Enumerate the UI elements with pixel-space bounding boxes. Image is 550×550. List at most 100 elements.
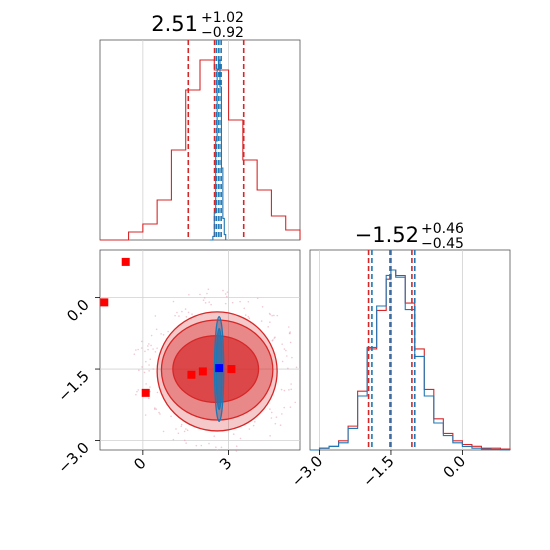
sample-point xyxy=(269,435,271,437)
sample-point xyxy=(274,336,276,338)
sample-point xyxy=(140,340,143,343)
sample-point xyxy=(159,413,161,415)
sample-point xyxy=(210,303,212,306)
sample-point xyxy=(181,310,183,313)
sample-point xyxy=(175,428,177,430)
sample-point xyxy=(180,425,183,428)
sample-point xyxy=(204,302,207,304)
marginal-y-title-main: −1.52 xyxy=(355,223,419,247)
sample-point xyxy=(273,314,275,317)
marginal-y-panel: −3.0 −1.5 0.0 −1.52 +0.46 −0.45 xyxy=(288,221,511,491)
sample-point xyxy=(162,430,165,433)
sample-point xyxy=(148,364,150,366)
sample-point xyxy=(155,328,158,331)
joint-x-tick-label: 0 xyxy=(130,454,149,473)
x-tick-label: 0.0 xyxy=(440,452,470,482)
sample-point xyxy=(291,356,293,359)
joint-x-tick-label: 3 xyxy=(216,454,235,473)
sample-point xyxy=(272,339,274,341)
sample-point xyxy=(185,428,187,430)
sample-point xyxy=(286,355,288,357)
sample-point xyxy=(285,349,287,352)
sample-point xyxy=(149,386,151,388)
red-marker-4 xyxy=(198,367,207,376)
sample-point xyxy=(235,445,238,448)
marginal-x-title-minus: −0.92 xyxy=(201,25,244,41)
sample-point xyxy=(180,423,183,426)
sample-point xyxy=(141,366,143,368)
sample-point xyxy=(135,393,137,396)
sample-point xyxy=(156,391,159,394)
sample-point xyxy=(232,433,235,435)
marginal-y-frame xyxy=(309,249,511,451)
sample-point xyxy=(281,343,283,345)
sample-point xyxy=(145,360,147,363)
histogram-series-1 xyxy=(310,269,511,451)
sample-point xyxy=(281,413,283,415)
sample-point xyxy=(283,348,286,350)
sample-point xyxy=(195,444,198,447)
histogram-series-0 xyxy=(310,269,511,451)
sample-point xyxy=(152,368,154,370)
sample-point xyxy=(235,450,238,452)
sample-point xyxy=(289,331,291,333)
sample-point xyxy=(135,349,137,351)
sample-point xyxy=(290,388,293,391)
sample-point xyxy=(226,291,229,293)
sample-point xyxy=(207,288,210,291)
sample-point xyxy=(150,344,152,347)
sample-point xyxy=(170,415,172,418)
sample-point xyxy=(153,408,156,410)
sample-point xyxy=(149,358,152,360)
sample-point xyxy=(256,297,259,300)
red-marker-1 xyxy=(121,257,130,266)
sample-point xyxy=(147,348,149,351)
histogram-series-0 xyxy=(100,59,301,241)
sample-point xyxy=(270,411,273,414)
sample-point xyxy=(160,333,162,335)
sample-point xyxy=(185,442,187,444)
blue-marker-0 xyxy=(215,364,224,373)
sample-point xyxy=(274,422,277,425)
sample-point xyxy=(202,299,205,301)
marginal-x-panel: 2.51 +1.02 −0.92 xyxy=(99,10,301,241)
sample-point xyxy=(287,367,289,370)
sample-point xyxy=(287,326,290,328)
sample-point xyxy=(224,302,227,305)
sample-point xyxy=(276,314,279,317)
sample-point xyxy=(260,320,263,322)
sample-point xyxy=(248,428,251,430)
sample-point xyxy=(279,424,282,427)
sample-point xyxy=(247,315,250,318)
sample-point xyxy=(172,438,175,441)
sample-point xyxy=(176,311,178,314)
sample-point xyxy=(280,388,283,391)
sample-point xyxy=(261,305,264,308)
sample-point xyxy=(200,444,203,447)
sample-point xyxy=(283,389,286,392)
sample-point xyxy=(225,295,228,298)
sample-point xyxy=(248,317,251,320)
sample-point xyxy=(294,401,297,404)
sample-point xyxy=(145,383,147,385)
sample-point xyxy=(270,417,273,419)
sample-point xyxy=(244,314,247,316)
sample-point xyxy=(154,351,157,353)
sample-point xyxy=(213,435,216,437)
sample-point xyxy=(283,406,286,409)
marginal-y-title-minus: −0.45 xyxy=(421,236,464,252)
sample-point xyxy=(247,300,250,303)
sample-point xyxy=(220,446,223,449)
sample-point xyxy=(167,330,169,333)
sample-point xyxy=(143,371,146,374)
sample-point xyxy=(289,332,291,335)
sample-point xyxy=(162,333,165,336)
sample-point xyxy=(271,314,273,317)
histogram-series-1 xyxy=(210,59,227,241)
sample-point xyxy=(252,424,255,427)
sample-point xyxy=(174,314,176,317)
sample-point xyxy=(183,439,186,442)
sample-point xyxy=(186,429,189,431)
sample-point xyxy=(158,411,160,414)
